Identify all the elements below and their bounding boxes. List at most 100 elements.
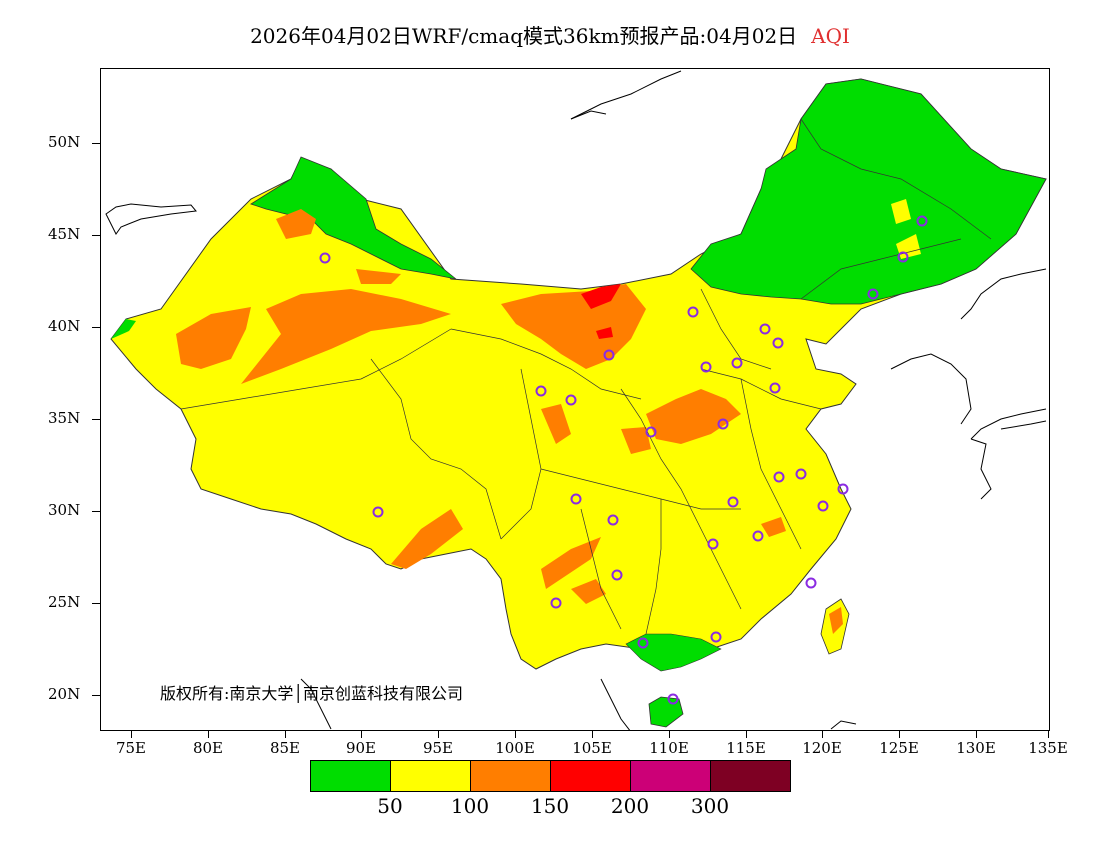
copyright-notice: 版权所有:南京大学│南京创蓝科技有限公司 <box>160 684 464 703</box>
map-title: 2026年04月02日WRF/cmaq模式36km预报产品:04月02日 AQI <box>0 20 1100 49</box>
city-marker <box>707 538 719 550</box>
lon-tick <box>822 731 823 738</box>
city-marker <box>645 426 657 438</box>
city-marker <box>607 514 619 526</box>
legend-swatch-very-unhealthy <box>631 761 711 791</box>
lon-label-75e: 75E <box>115 739 147 757</box>
hotspot-red-1 <box>581 284 621 309</box>
lat-label-35n: 35N <box>48 409 81 427</box>
city-marker <box>759 323 771 335</box>
city-marker <box>897 251 909 263</box>
lat-tick <box>92 511 100 512</box>
lat-tick <box>92 603 100 604</box>
lon-label-135e: 135E <box>1028 739 1068 757</box>
legend-swatch-unhealthy <box>551 761 631 791</box>
city-marker <box>805 577 817 589</box>
city-marker <box>727 496 739 508</box>
lon-label-80e: 80E <box>192 739 224 757</box>
city-marker <box>535 385 547 397</box>
lon-tick <box>361 731 362 738</box>
city-marker <box>867 288 879 300</box>
city-marker <box>565 394 577 406</box>
aqi-legend-bar <box>310 760 791 792</box>
lon-tick <box>131 731 132 738</box>
lon-tick <box>515 731 516 738</box>
city-marker <box>611 569 623 581</box>
legend-label-200: 200 <box>610 794 650 818</box>
legend-label-50: 50 <box>377 794 403 818</box>
northeast-good-region <box>690 78 1047 305</box>
lon-label-95e: 95E <box>422 739 454 757</box>
city-marker <box>710 631 722 643</box>
lat-tick <box>92 143 100 144</box>
city-marker <box>731 357 743 369</box>
city-marker <box>667 693 679 705</box>
central-orange-patch <box>646 389 741 444</box>
city-marker <box>687 306 699 318</box>
legend-swatch-good <box>311 761 391 791</box>
lat-label-45n: 45N <box>48 225 81 243</box>
lat-tick <box>92 695 100 696</box>
hainan-island <box>648 696 684 728</box>
legend-label-100: 100 <box>450 794 490 818</box>
lon-label-105e: 105E <box>572 739 612 757</box>
lon-label-110e: 110E <box>649 739 689 757</box>
coastlines <box>105 70 1047 730</box>
city-markers <box>319 215 928 705</box>
city-marker <box>916 215 928 227</box>
city-marker <box>795 468 807 480</box>
title-main: 2026年04月02日WRF/cmaq模式36km预报产品:04月02日 <box>250 24 798 48</box>
city-marker <box>752 530 764 542</box>
city-marker <box>837 483 849 495</box>
lat-label-20n: 20N <box>48 685 81 703</box>
legend-swatch-moderate <box>391 761 471 791</box>
legend-label-150: 150 <box>530 794 570 818</box>
city-marker <box>550 597 562 609</box>
lon-tick <box>592 731 593 738</box>
city-marker <box>570 493 582 505</box>
city-marker <box>372 506 384 518</box>
title-variable: AQI <box>811 24 850 48</box>
legend-label-300: 300 <box>690 794 730 818</box>
legend-swatch-hazardous <box>711 761 790 791</box>
map-canvas <box>105 70 1047 730</box>
lon-tick <box>899 731 900 738</box>
lon-tick <box>976 731 977 738</box>
lat-tick <box>92 235 100 236</box>
tibet-orange-patch <box>391 509 463 569</box>
lat-label-40n: 40N <box>48 317 81 335</box>
lon-label-115e: 115E <box>726 739 766 757</box>
city-marker <box>637 637 649 649</box>
lat-label-50n: 50N <box>48 133 81 151</box>
city-marker <box>817 500 829 512</box>
hotspot-red-2 <box>596 327 613 339</box>
xinjiang-orange-patch <box>176 307 251 369</box>
lon-tick <box>208 731 209 738</box>
city-marker <box>319 252 331 264</box>
map-panel[interactable] <box>100 68 1050 731</box>
lat-label-25n: 25N <box>48 593 81 611</box>
lon-tick <box>438 731 439 738</box>
city-marker <box>772 337 784 349</box>
lon-tick <box>746 731 747 738</box>
lon-label-130e: 130E <box>956 739 996 757</box>
lat-tick <box>92 419 100 420</box>
lon-tick <box>1048 731 1049 738</box>
city-marker <box>700 361 712 373</box>
province-boundaries <box>180 118 992 635</box>
lat-tick <box>92 327 100 328</box>
lat-label-30n: 30N <box>48 501 81 519</box>
sichuan-orange-patch <box>541 537 601 589</box>
city-marker <box>773 471 785 483</box>
legend-swatch-sensitive <box>471 761 551 791</box>
inner-mongolia-orange-patch <box>501 284 646 369</box>
lon-tick <box>285 731 286 738</box>
lon-label-125e: 125E <box>879 739 919 757</box>
lon-label-100e: 100E <box>495 739 535 757</box>
city-marker <box>769 382 781 394</box>
lon-label-90e: 90E <box>345 739 377 757</box>
lon-tick <box>669 731 670 738</box>
lon-label-85e: 85E <box>269 739 301 757</box>
city-marker <box>603 349 615 361</box>
lon-label-120e: 120E <box>802 739 842 757</box>
